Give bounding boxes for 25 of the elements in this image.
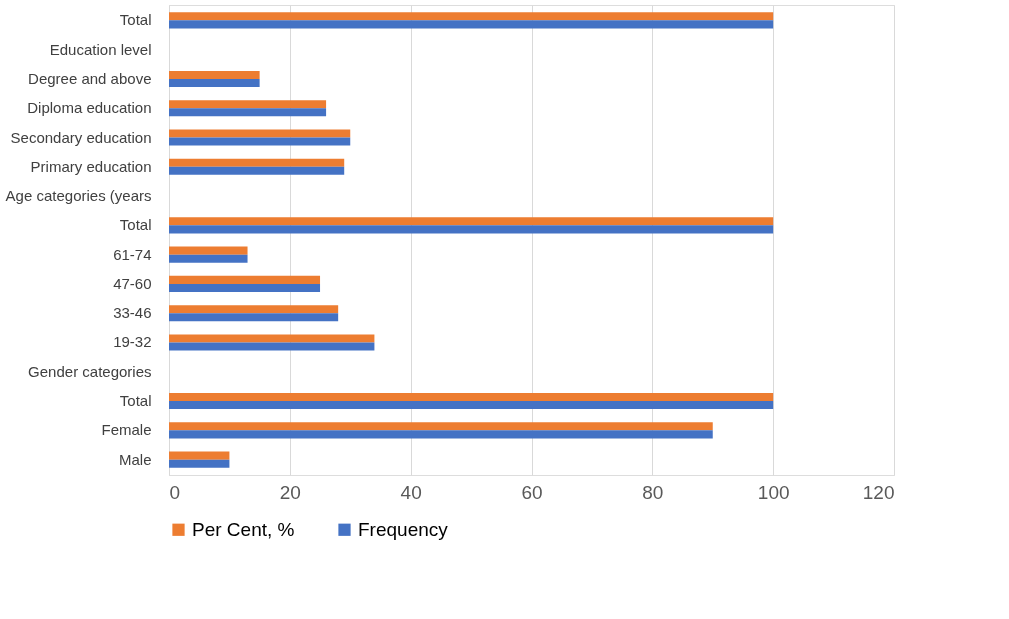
legend-label: Frequency <box>358 518 449 540</box>
y-tick-label: Education level <box>49 40 152 58</box>
y-tick-label: Gender categories <box>28 362 152 380</box>
y-tick-label: Diploma education <box>27 99 152 117</box>
y-tick-label: Secondary education <box>10 128 152 146</box>
y-tick-label: 61-74 <box>113 245 152 263</box>
x-tick-label: 20 <box>279 481 301 503</box>
y-tick-label: Total <box>119 216 152 234</box>
y-tick-label: Primary education <box>30 157 152 175</box>
x-tick-label: 40 <box>400 481 422 503</box>
x-tick-label: 100 <box>757 481 790 503</box>
y-tick-label: 33-46 <box>113 304 152 322</box>
legend-label: Per Cent, % <box>192 518 295 540</box>
y-tick-label: Total <box>119 392 152 410</box>
y-tick-label: Age categories (years <box>5 187 152 205</box>
y-tick-label: Female <box>101 421 152 439</box>
x-tick-label: 60 <box>521 481 543 503</box>
y-tick-label: 47-60 <box>113 274 152 292</box>
y-tick-label: 19-32 <box>113 333 152 351</box>
y-tick-label: Male <box>118 450 152 468</box>
x-tick-label: 0 <box>169 481 181 503</box>
y-tick-label: Degree and above <box>28 69 152 87</box>
x-tick-label: 120 <box>862 481 895 503</box>
x-tick-label: 80 <box>642 481 664 503</box>
y-tick-label: Total <box>119 11 152 29</box>
